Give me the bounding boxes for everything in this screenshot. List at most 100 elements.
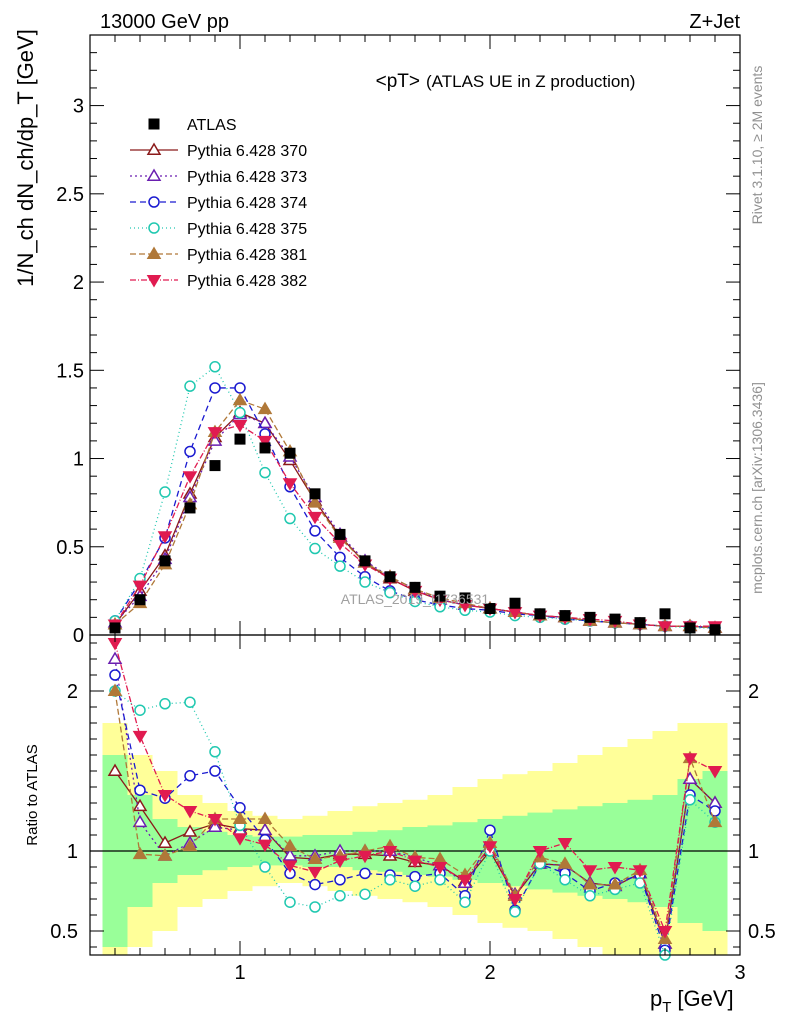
main-point-2-3 <box>184 445 196 458</box>
ratio-point-3-7 <box>284 896 296 908</box>
ratio-point-1-7 <box>282 848 298 861</box>
ratio-point-3-2 <box>159 698 171 710</box>
ratio-point-4-18 <box>557 856 573 869</box>
ratio-point-5-19 <box>582 865 598 878</box>
ratio-y-tick-label-right: 2 <box>748 681 759 703</box>
y-tick-label: 1.5 <box>56 360 84 382</box>
ratio-point-5-5 <box>232 833 248 846</box>
main-point-3-9 <box>334 560 346 572</box>
ratio-y-tick-label-right: 1 <box>748 841 759 863</box>
ratio-point-0-1 <box>132 798 148 812</box>
ratio-point-5-13 <box>432 862 448 875</box>
ratio-point-4-7 <box>282 838 298 852</box>
ratio-point-3-3 <box>184 696 196 708</box>
legend-label-1: Pythia 6.428 373 <box>187 169 307 186</box>
main-point-5-3 <box>182 471 198 484</box>
main-point-3-11 <box>384 586 396 599</box>
legend: ATLAS Pythia 6.428 370 Pythia 6.428 373 Pyt… <box>130 117 307 290</box>
main-point-3-4 <box>209 361 221 373</box>
ratio-plot-series <box>90 638 740 961</box>
ratio-point-3-4 <box>209 746 221 758</box>
ratio-point-4-19 <box>582 877 598 890</box>
data-point-23 <box>684 622 696 634</box>
main-point-5-6 <box>257 435 273 449</box>
ratio-point-5-11 <box>382 846 398 859</box>
main-point-5-1 <box>132 580 148 594</box>
data-point-8 <box>309 488 321 500</box>
legend-label-3: Pythia 6.428 375 <box>187 221 307 238</box>
data-point-5 <box>234 433 246 445</box>
data-point-1 <box>134 594 146 606</box>
ratio-point-3-14 <box>459 896 471 908</box>
ratio-point-3-8 <box>309 901 321 913</box>
x-axis-label-unit: [GeV] <box>677 986 733 1011</box>
main-point-5-4 <box>207 427 223 440</box>
main-point-3-8 <box>309 542 321 555</box>
ratio-point-4-6 <box>257 811 273 824</box>
data-point-18 <box>559 610 571 622</box>
ratio-y-tick-label: 0.5 <box>50 921 78 943</box>
ratio-point-5-15 <box>482 841 498 854</box>
data-point-11 <box>384 571 396 583</box>
ratio-point-5-14 <box>457 874 473 888</box>
legend-marker-3 <box>148 222 160 234</box>
ratio-point-5-2 <box>157 790 173 803</box>
main-point-3-2 <box>159 486 171 498</box>
legend-marker-4 <box>146 246 162 259</box>
x-axis-label-sub: T <box>662 999 671 1016</box>
ratio-point-2-5 <box>234 802 246 814</box>
ratio-point-3-23 <box>684 794 696 806</box>
ratio-point-4-20 <box>607 877 623 890</box>
main-plot-series <box>107 361 723 636</box>
legend-label-data: ATLAS <box>187 117 237 134</box>
ratio-point-5-24 <box>707 766 723 779</box>
x-tick-label: 1 <box>234 962 245 984</box>
main-point-5-22 <box>657 621 673 634</box>
legend-marker-2 <box>148 196 160 208</box>
y-tick-label: 0 <box>73 625 84 647</box>
data-point-0 <box>109 622 121 634</box>
y-tick-label: 2.5 <box>56 184 84 206</box>
x-axis-label-main: p <box>650 986 662 1011</box>
main-point-5-5 <box>232 420 248 433</box>
ratio-point-3-18 <box>559 874 571 886</box>
ratio-point-4-8 <box>307 851 323 864</box>
ratio-point-5-10 <box>357 850 373 864</box>
ratio-point-3-16 <box>509 906 521 918</box>
side-label-bottom: mcplots.cern.ch [arXiv:1306.3436] <box>749 382 765 594</box>
ratio-point-5-4 <box>207 814 223 827</box>
data-point-7 <box>284 447 296 459</box>
ratio-point-5-1 <box>132 730 148 744</box>
ratio-point-3-10 <box>359 888 371 900</box>
ratio-point-2-3 <box>184 770 196 782</box>
data-point-4 <box>209 460 221 472</box>
ratio-point-0-0 <box>107 763 123 776</box>
ratio-point-4-0 <box>107 683 123 696</box>
main-point-3-3 <box>184 380 196 392</box>
y-tick-label: 2 <box>73 272 84 294</box>
ratio-point-4-2 <box>157 848 173 861</box>
ratio-point-5-6 <box>257 839 273 853</box>
ratio-point-5-3 <box>182 806 198 819</box>
ratio-point-4-3 <box>182 838 198 852</box>
ratio-point-2-4 <box>209 765 221 777</box>
ratio-point-5-21 <box>632 865 648 878</box>
ratio-point-5-9 <box>332 855 348 869</box>
ratio-point-5-17 <box>532 846 548 859</box>
main-point-4-8 <box>307 495 323 508</box>
ratio-point-2-0 <box>109 669 121 681</box>
data-point-9 <box>334 528 346 540</box>
legend-marker-data <box>148 118 160 130</box>
main-point-2-4 <box>209 382 221 394</box>
data-point-17 <box>534 608 546 620</box>
ratio-point-2-12 <box>409 870 421 883</box>
main-point-5-9 <box>332 538 348 551</box>
main-point-3-6 <box>259 466 271 479</box>
ratio-point-5-23 <box>682 753 698 766</box>
main-point-2-8 <box>309 525 321 537</box>
ratio-point-5-18 <box>557 838 573 851</box>
data-point-20 <box>609 613 621 625</box>
legend-marker-5 <box>146 275 162 288</box>
y-tick-label: 1 <box>73 449 84 471</box>
data-point-6 <box>259 442 271 454</box>
